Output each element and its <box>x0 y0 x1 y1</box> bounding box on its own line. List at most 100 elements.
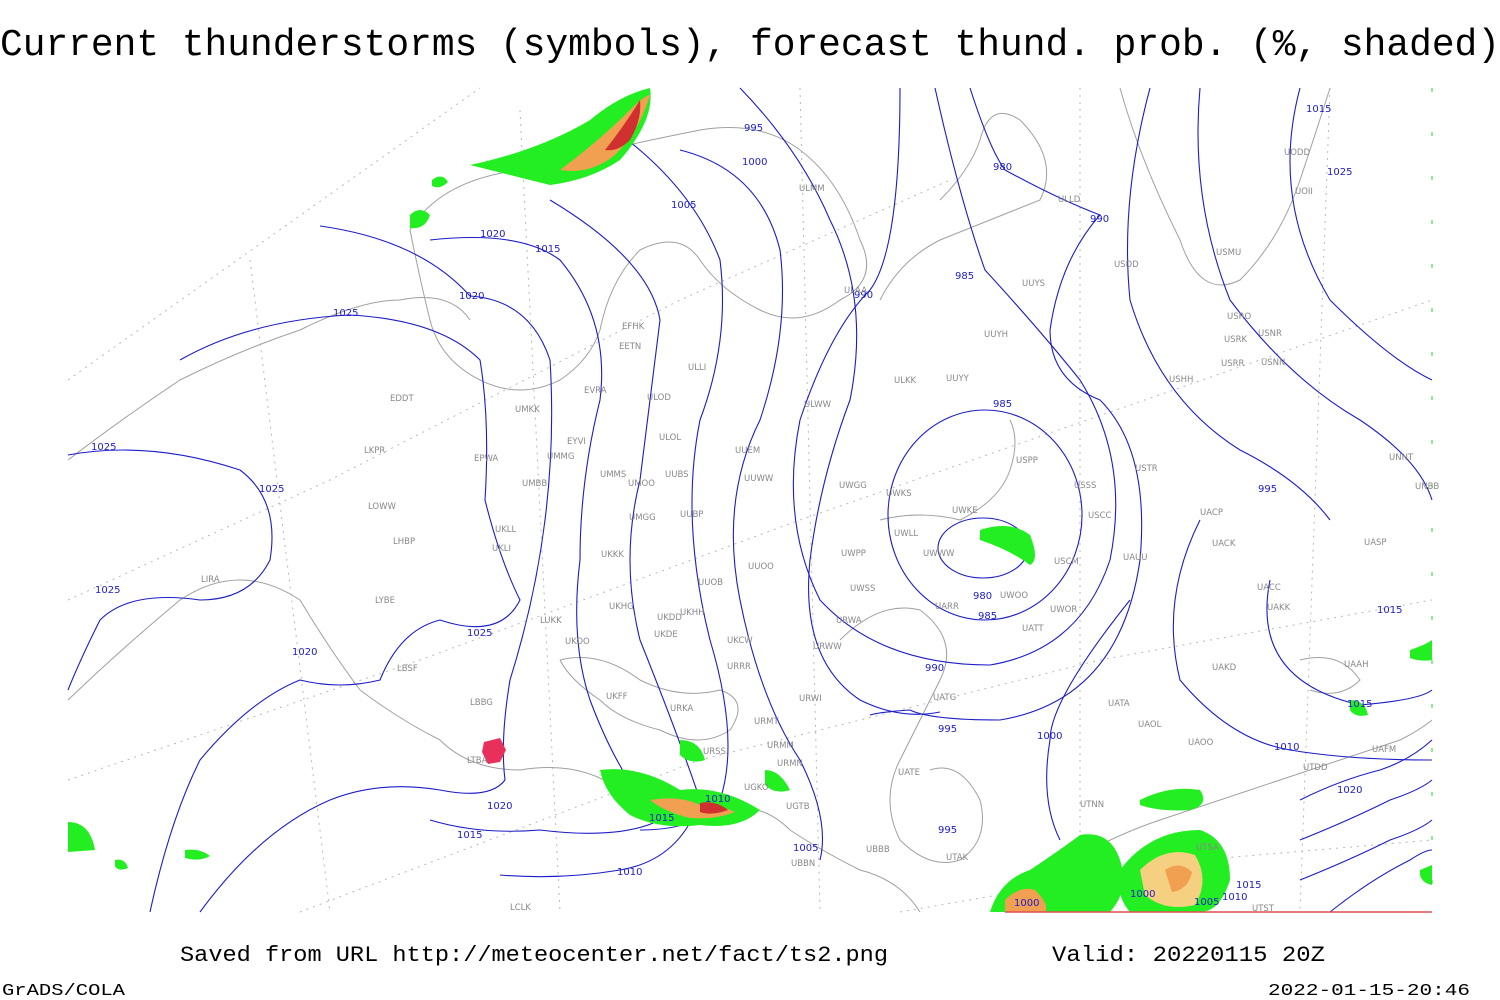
station-label: USNR <box>1258 329 1282 339</box>
isobar-label: 1015 <box>535 244 560 255</box>
station-label: LBSF <box>397 664 418 674</box>
station-label: UMBB <box>522 479 547 489</box>
station-label: UUYY <box>946 374 970 384</box>
station-label: URMT <box>754 717 779 727</box>
valid-time: Valid: 20220115 20Z <box>1052 943 1325 968</box>
station-label: UBBN <box>791 859 815 869</box>
station-label: UKFF <box>606 692 628 702</box>
station-label: UNBB <box>1415 482 1439 492</box>
station-label: UKKK <box>601 550 624 560</box>
isobar-label: 1005 <box>671 200 696 211</box>
station-label: ULOL <box>659 433 681 443</box>
labels: 995 1000 1005 1020 1015 1020 1025 1025 1025 1025 1… <box>91 104 1439 914</box>
prob-area <box>700 802 728 814</box>
station-label: UKDE <box>654 630 678 640</box>
station-label: UATA <box>1108 699 1130 709</box>
isobar <box>1172 87 1433 761</box>
station-label: USDD <box>1114 260 1139 270</box>
station-label: UAKK <box>1267 603 1291 613</box>
isobar <box>792 87 1117 666</box>
station-label: UACP <box>1200 508 1223 518</box>
station-label: EYVI <box>567 437 586 447</box>
station-label: UACC <box>1257 583 1281 593</box>
station-label: LHBP <box>393 537 415 547</box>
station-label: URWW <box>813 642 842 652</box>
station-label: UARR <box>935 602 959 612</box>
station-label: UTST <box>1252 904 1275 914</box>
station-label: UKDD <box>657 613 682 623</box>
isobar <box>199 225 553 913</box>
isobar <box>869 87 1143 721</box>
isobar-label: 1000 <box>1014 898 1039 909</box>
station-label: LUKK <box>540 616 562 626</box>
station-label: UUBP <box>680 510 703 520</box>
station-label: ULLI <box>688 363 706 373</box>
station-label: USRR <box>1221 359 1245 369</box>
isobar <box>429 236 661 834</box>
station-label: UKOO <box>565 637 590 647</box>
station-label: UTNN <box>1080 800 1104 810</box>
thunderstorm-symbol <box>482 738 506 764</box>
station-label: URSS <box>703 747 726 757</box>
station-label: UAOL <box>1138 720 1162 730</box>
coastline <box>1039 657 1433 881</box>
source-note: Saved from URL http://meteocenter.net/fa… <box>180 943 888 968</box>
station-label: UNNT <box>1389 453 1414 463</box>
station-label: UMMS <box>600 470 626 480</box>
isobar-label: 1010 <box>1274 742 1299 753</box>
isobar-label: 1015 <box>1236 880 1261 891</box>
station-label: ULKK <box>894 376 917 386</box>
station-label: URWA <box>836 616 862 626</box>
prob-area <box>1165 865 1192 892</box>
isobar-label: 1020 <box>487 801 512 812</box>
station-label: UWSS <box>850 584 875 594</box>
isobar-label: 985 <box>978 611 997 622</box>
isobar <box>1046 87 1331 841</box>
station-label: UTDD <box>1303 763 1328 773</box>
station-label: USPP <box>1016 456 1038 466</box>
station-label: USTR <box>1135 464 1158 474</box>
prob-area <box>605 100 641 151</box>
station-label: URKA <box>670 704 694 714</box>
isobar-label: 1000 <box>1037 731 1062 742</box>
station-label: UKCW <box>727 636 753 646</box>
isobar-label: 1010 <box>705 794 730 805</box>
station-label: EPWA <box>474 454 498 464</box>
station-label: UMKK <box>515 405 540 415</box>
station-label: UWOO <box>1000 591 1028 601</box>
station-label: UKLL <box>495 525 517 535</box>
station-label: UATE <box>898 768 920 778</box>
station-label: UTSA <box>1196 843 1219 853</box>
isobar <box>499 199 701 878</box>
isobar-label: 980 <box>973 591 992 602</box>
isobar <box>1299 739 1433 913</box>
isobar-label: 995 <box>938 724 957 735</box>
isobar-label: 1015 <box>1347 699 1372 710</box>
station-label: UAUU <box>1123 553 1147 563</box>
station-label: UMMG <box>547 452 574 462</box>
isobar-label: 995 <box>938 825 957 836</box>
coastlines <box>67 87 1433 913</box>
isobar-label: 1025 <box>91 442 116 453</box>
station-label: USHH <box>1169 375 1193 385</box>
station-label: UACK <box>1212 539 1236 549</box>
graticule <box>67 87 1433 913</box>
station-label: LYBE <box>375 596 395 606</box>
isobar-label: 1015 <box>1306 104 1331 115</box>
isobar-label: 985 <box>993 399 1012 410</box>
station-label: UBBB <box>866 845 890 855</box>
isobar <box>739 87 941 715</box>
station-label: ULWW <box>804 400 832 410</box>
isobar-label: 980 <box>993 162 1012 173</box>
isobar-label: 1020 <box>480 229 505 240</box>
station-label: ULLD <box>1058 195 1081 205</box>
frame <box>1005 88 1433 913</box>
station-label: UUOO <box>748 562 774 572</box>
isobar-label: 1010 <box>1222 892 1247 903</box>
station-label: UUYS <box>1022 279 1045 289</box>
isobar-label: 1025 <box>467 628 492 639</box>
station-label: UWGG <box>839 481 867 491</box>
